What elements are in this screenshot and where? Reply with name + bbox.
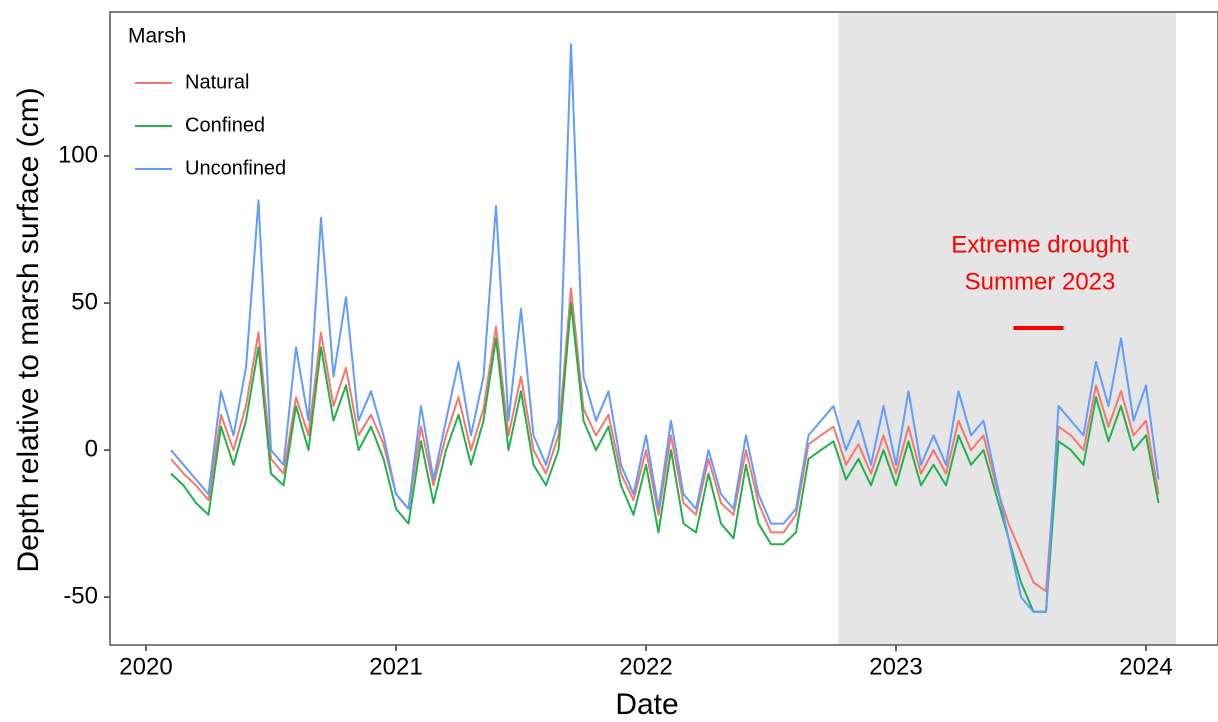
annotation-text: Extreme drought	[951, 231, 1129, 258]
legend-title: Marsh	[128, 25, 186, 48]
x-tick-label: 2022	[619, 653, 672, 680]
series-line	[170, 287, 1160, 593]
annotation-text: Summer 2023	[965, 268, 1116, 295]
x-tick-label: 2020	[119, 653, 172, 680]
y-tick-label: -50	[63, 582, 98, 609]
panel-border	[109, 11, 1218, 646]
legend-label: Natural	[185, 71, 249, 93]
y-tick-label: 100	[58, 141, 98, 168]
y-axis-title: Depth relative to marsh surface (cm)	[12, 87, 45, 572]
series-line	[170, 302, 1160, 613]
x-tick-label: 2021	[369, 653, 422, 680]
x-tick-label: 2024	[1119, 653, 1172, 680]
y-tick-label: 0	[85, 435, 98, 462]
x-tick-label: 2023	[869, 653, 922, 680]
legend-label: Unconfined	[185, 157, 286, 179]
shaded-region	[838, 12, 1176, 645]
y-tick-label: 50	[71, 288, 98, 315]
x-axis-title: Date	[615, 688, 678, 721]
series-line	[170, 43, 1160, 613]
legend-label: Confined	[185, 114, 265, 136]
